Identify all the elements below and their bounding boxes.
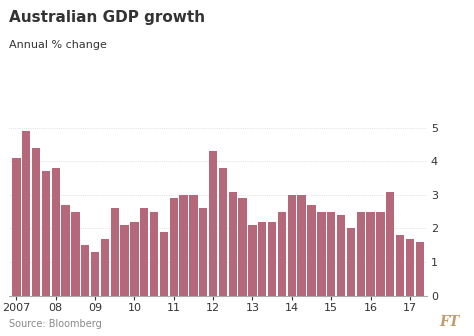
Bar <box>61 205 70 296</box>
Text: Annual % change: Annual % change <box>9 40 107 50</box>
Bar <box>12 158 20 296</box>
Bar <box>288 195 296 296</box>
Bar <box>199 208 208 296</box>
Text: Australian GDP growth: Australian GDP growth <box>9 10 206 25</box>
Bar <box>248 225 256 296</box>
Text: Source: Bloomberg: Source: Bloomberg <box>9 319 102 329</box>
Bar <box>268 222 276 296</box>
Bar <box>228 192 237 296</box>
Bar <box>189 195 198 296</box>
Bar <box>317 212 326 296</box>
Text: FT: FT <box>439 315 460 329</box>
Bar <box>356 212 365 296</box>
Bar <box>140 208 148 296</box>
Bar <box>209 151 217 296</box>
Bar <box>366 212 375 296</box>
Bar <box>150 212 158 296</box>
Bar <box>416 242 424 296</box>
Bar <box>307 205 316 296</box>
Bar <box>160 232 168 296</box>
Bar <box>52 168 60 296</box>
Bar <box>71 212 80 296</box>
Bar <box>91 252 99 296</box>
Bar <box>81 245 90 296</box>
Bar <box>376 212 384 296</box>
Bar <box>100 239 109 296</box>
Bar <box>258 222 266 296</box>
Bar <box>180 195 188 296</box>
Bar <box>346 228 355 296</box>
Bar <box>42 171 50 296</box>
Bar <box>396 235 404 296</box>
Bar <box>278 212 286 296</box>
Bar <box>110 208 119 296</box>
Bar <box>406 239 414 296</box>
Bar <box>337 215 345 296</box>
Bar <box>120 225 129 296</box>
Bar <box>170 198 178 296</box>
Bar <box>219 168 227 296</box>
Bar <box>298 195 306 296</box>
Bar <box>327 212 335 296</box>
Bar <box>22 131 30 296</box>
Bar <box>238 198 247 296</box>
Bar <box>32 148 40 296</box>
Bar <box>386 192 394 296</box>
Bar <box>130 222 138 296</box>
